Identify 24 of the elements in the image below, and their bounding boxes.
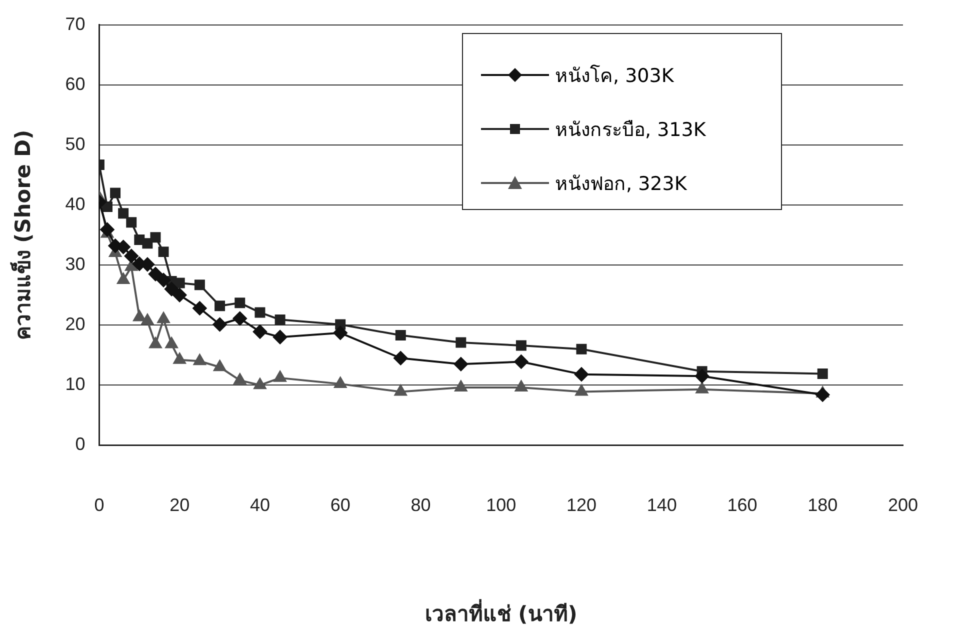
- y-tick-label: 70: [65, 14, 86, 34]
- y-axis-title: ความแข็ง (Shore D): [9, 130, 36, 340]
- y-tick-label: 60: [65, 74, 86, 94]
- x-tick-label: 100: [486, 494, 516, 515]
- x-tick-label: 0: [94, 494, 104, 515]
- x-tick-label: 160: [727, 494, 758, 515]
- y-tick-label: 0: [75, 434, 86, 454]
- y-tick-label: 10: [65, 374, 86, 394]
- legend-label: หนังกระบือ, 313K: [555, 118, 706, 143]
- x-axis-title: เวลาที่แช่ (นาที): [424, 598, 578, 626]
- x-tick-label: 180: [808, 494, 838, 515]
- y-tick-label: 30: [65, 254, 86, 274]
- y-tick-label: 40: [65, 194, 86, 214]
- x-tick-label: 60: [330, 494, 350, 515]
- x-tick-label: 80: [410, 494, 431, 515]
- legend-label: หนังโค, 303K: [555, 64, 674, 89]
- x-tick-label: 200: [888, 494, 918, 515]
- x-tick-label: 20: [170, 494, 190, 515]
- legend-label: หนังฟอก, 323K: [555, 172, 687, 197]
- x-tick-label: 40: [250, 494, 270, 515]
- x-tick-label: 140: [646, 494, 677, 515]
- y-tick-label: 20: [65, 314, 86, 334]
- x-tick-label: 120: [566, 494, 596, 515]
- y-tick-label: 50: [65, 134, 86, 154]
